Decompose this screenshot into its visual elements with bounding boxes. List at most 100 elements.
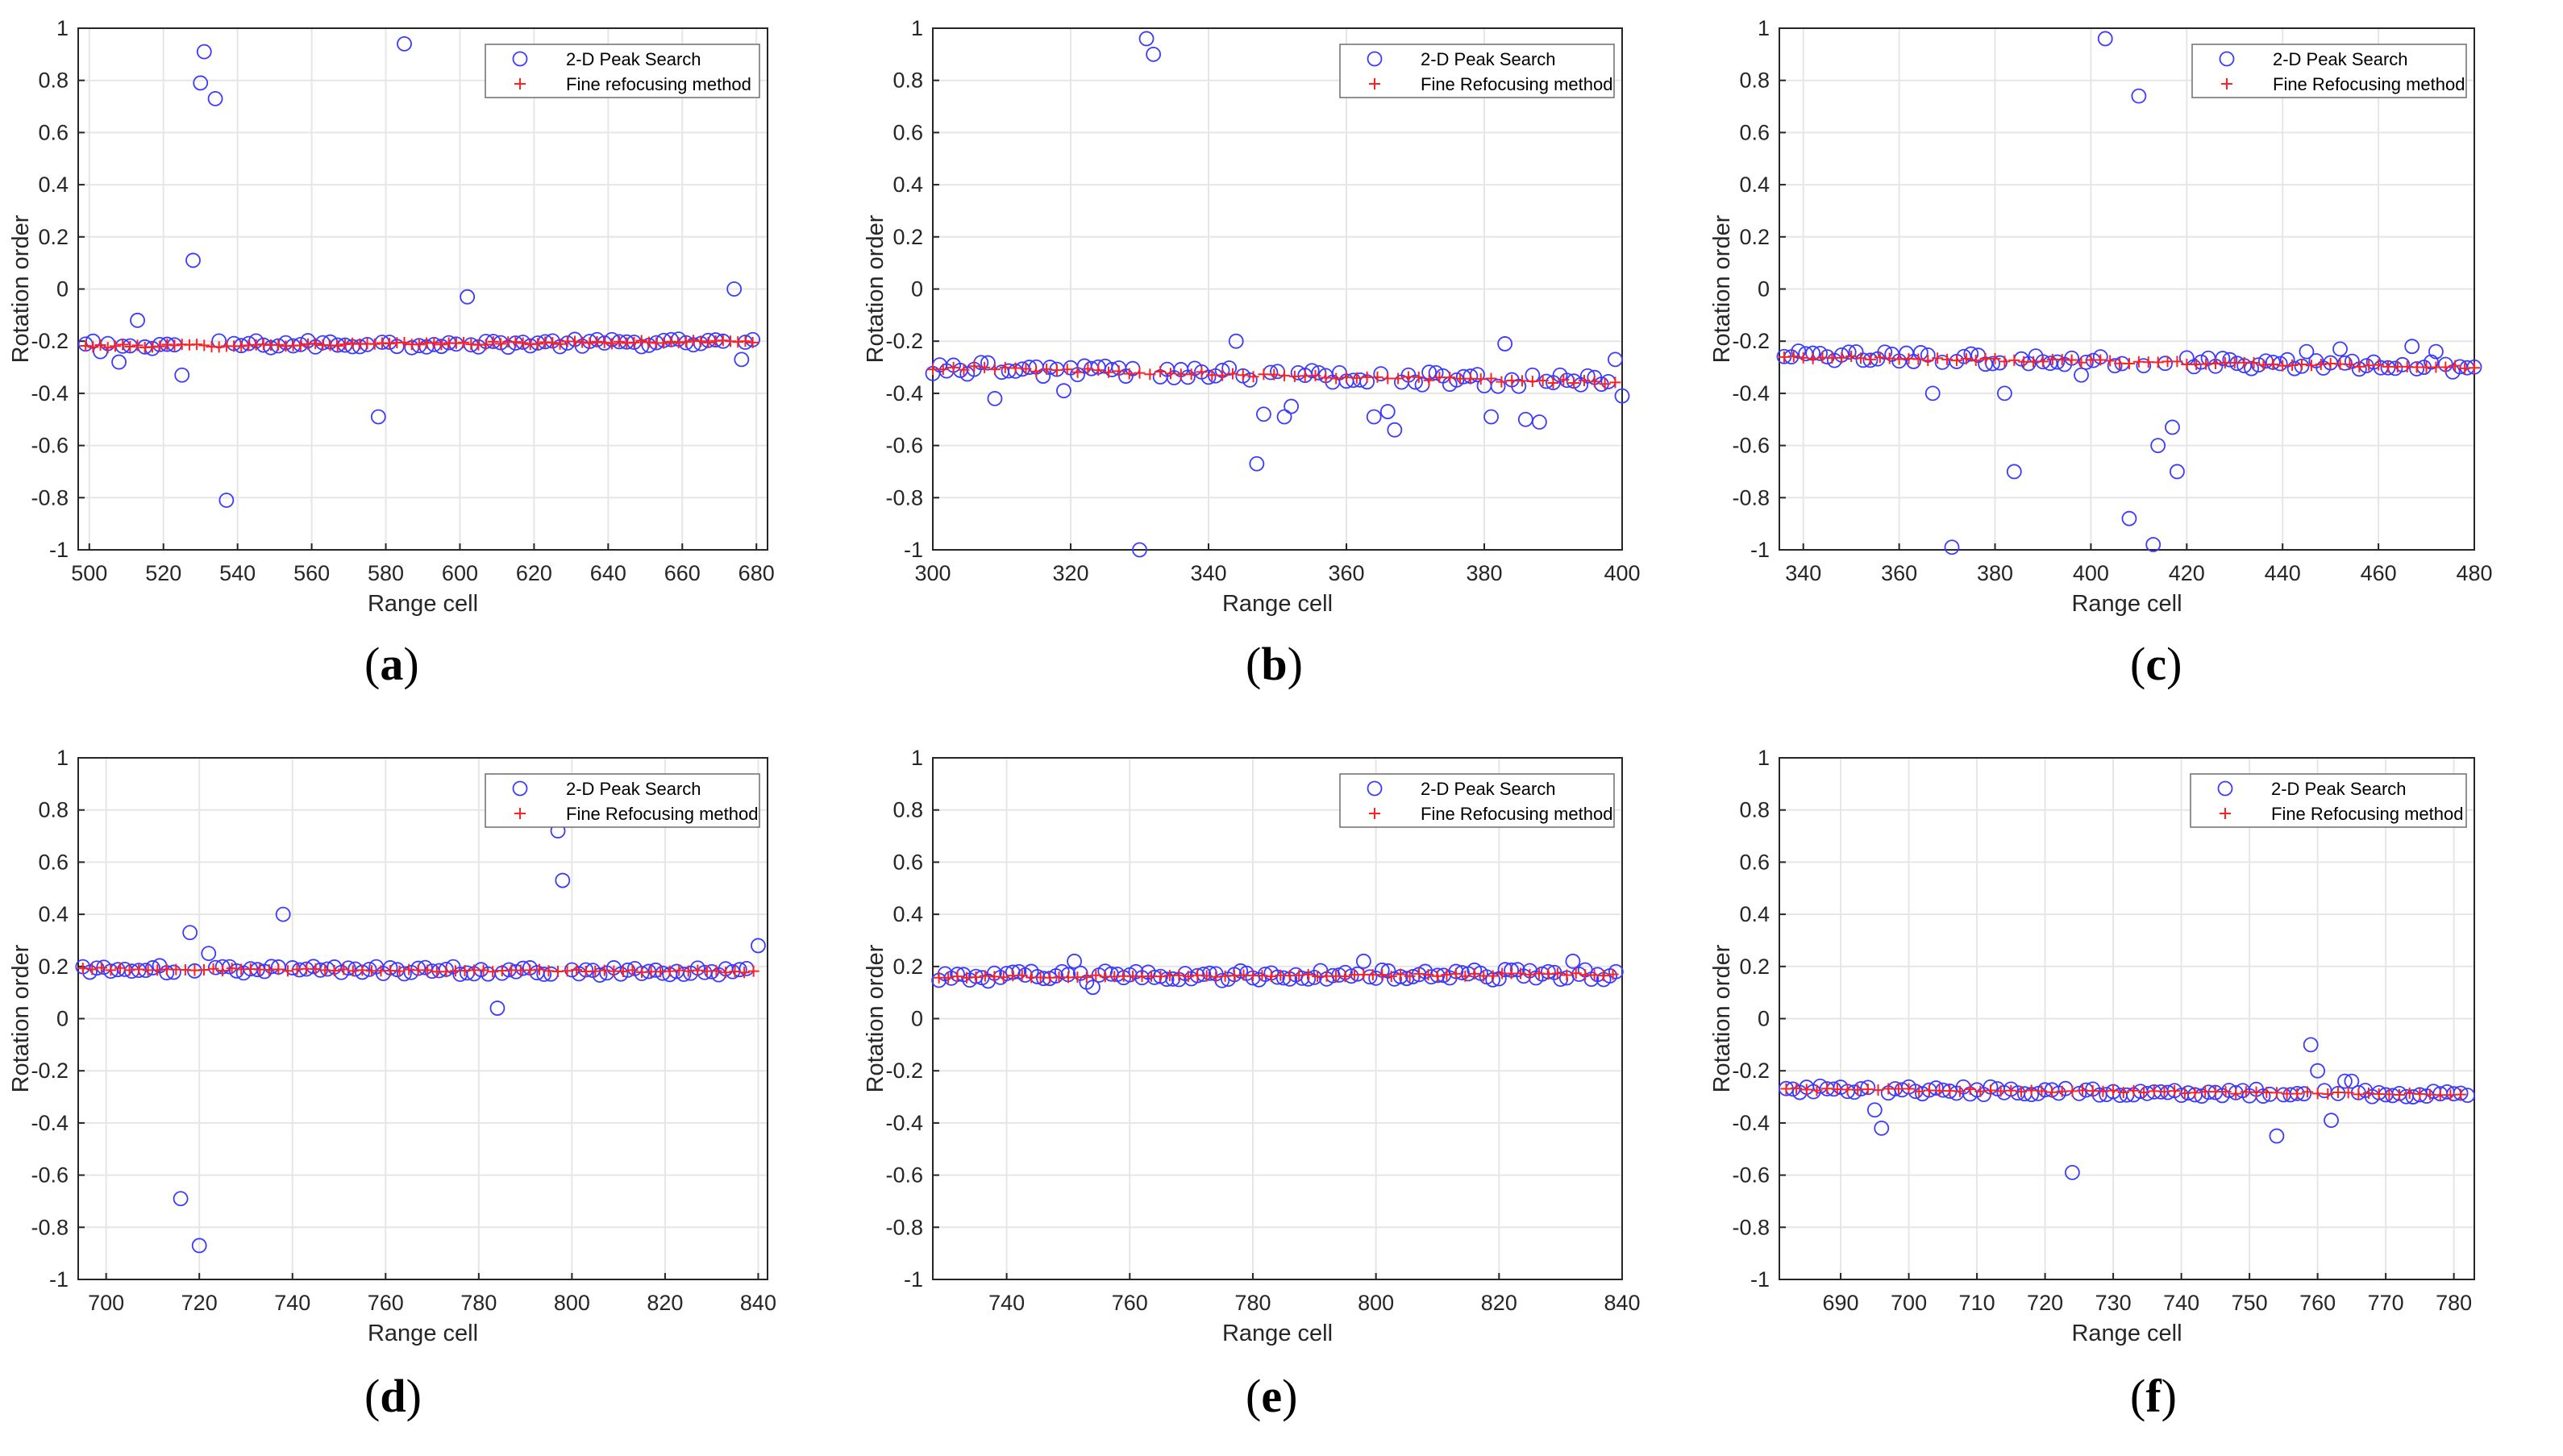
fine-refocus-point xyxy=(1247,371,1259,383)
fine-refocus-point xyxy=(1845,350,1858,362)
fine-refocus-point xyxy=(1807,352,1819,364)
fine-refocus-point xyxy=(2169,1085,2181,1097)
x-tick-label: 800 xyxy=(554,1291,590,1315)
y-tick-label: 0.4 xyxy=(1739,173,1770,197)
fine-refocus-point xyxy=(1395,968,1407,980)
fine-refocus-point xyxy=(2209,358,2221,370)
fine-refocus-point xyxy=(2132,356,2145,368)
x-axis-label: Range cell xyxy=(368,591,478,617)
fine-refocus-point xyxy=(1913,1085,1925,1097)
peak-search-point xyxy=(647,962,664,978)
fine-refocus-point xyxy=(2311,1088,2324,1100)
fine-refocus-point xyxy=(702,336,714,348)
fine-refocus-point xyxy=(2424,1088,2436,1100)
y-tick-label: 1 xyxy=(1758,746,1770,770)
fine-refocus-point xyxy=(1444,372,1456,384)
fine-refocus-point xyxy=(1526,376,1538,388)
fine-refocus-point xyxy=(1800,1084,1812,1096)
fine-refocus-point xyxy=(87,341,99,353)
legend-box xyxy=(1339,773,1615,828)
fine-refocus-point xyxy=(2005,1084,2017,1096)
peak-search-point xyxy=(734,352,750,368)
peak-search-point xyxy=(2428,343,2444,360)
peak-search-point xyxy=(1067,953,1082,969)
subplot-d: -1 -0.8 -0.6 -0.4 -0.2 0 0.2 0.4 0.6 0.8 1 700 720 74… xyxy=(8,746,776,1346)
fine-refocus-point xyxy=(1944,1085,1956,1097)
fine-refocus-point xyxy=(1376,969,1388,981)
fine-refocus-point xyxy=(626,964,639,976)
y-tick-label: 0 xyxy=(911,277,923,302)
peak-search-point xyxy=(1532,414,1547,430)
axes-frame xyxy=(1779,757,2475,1280)
fine-refocus-point xyxy=(273,963,285,976)
fine-refocus-point xyxy=(1791,1082,1803,1094)
peak-search-point xyxy=(173,1191,189,1207)
fine-refocus-point xyxy=(2056,354,2068,366)
y-tick-label: 0.4 xyxy=(892,902,923,926)
x-axis-label: Range cell xyxy=(368,1321,478,1346)
y-tick-label: 0.2 xyxy=(1739,225,1770,249)
x-tick-label: 840 xyxy=(740,1291,776,1315)
peak-search-point xyxy=(2165,419,2180,435)
y-tick-label: 0.8 xyxy=(38,69,69,93)
fine-refocus-point xyxy=(1922,355,1934,367)
x-tick-label: 690 xyxy=(1823,1291,1859,1315)
fine-refocus-point xyxy=(1797,352,1809,364)
fine-refocus-point xyxy=(1964,1084,1976,1096)
fine-refocus-point xyxy=(80,340,92,352)
peak-search-point xyxy=(1228,333,1244,349)
peak-search-point xyxy=(2324,1113,2339,1129)
x-tick-label: 360 xyxy=(1328,561,1364,585)
fine-refocus-point xyxy=(2324,358,2336,370)
x-tick-label: 740 xyxy=(274,1291,310,1315)
fine-refocus-point xyxy=(747,336,759,348)
fine-refocus-point xyxy=(2148,1085,2160,1097)
fine-refocus-point xyxy=(1339,971,1351,983)
peak-search-point xyxy=(987,390,1003,406)
peak-search-point xyxy=(2097,31,2113,47)
y-tick-label: 0 xyxy=(1758,277,1770,302)
y-tick-label: 0.6 xyxy=(892,850,923,874)
y-tick-label: 0.4 xyxy=(38,173,69,197)
fine-refocus-point xyxy=(584,337,596,349)
y-tick-label: 0 xyxy=(56,277,69,302)
fine-refocus-point xyxy=(1872,1084,1884,1096)
series-layer xyxy=(925,31,1630,558)
fine-refocus-point xyxy=(435,339,447,351)
subplot-f: -1 -0.8 -0.6 -0.4 -0.2 0 0.2 0.4 0.6 0.8 1 690 700 71… xyxy=(1709,746,2475,1346)
x-tick-label: 340 xyxy=(1785,561,1821,585)
y-tick-label: -0.4 xyxy=(1732,1111,1770,1135)
fine-refocus-point xyxy=(1831,1084,1843,1096)
peak-search-point xyxy=(196,44,212,60)
fine-refocus-point xyxy=(2219,357,2231,369)
fine-refocus-point xyxy=(2449,360,2461,372)
y-axis-label: Rotation order xyxy=(863,944,888,1092)
fine-refocus-point xyxy=(2087,1085,2099,1097)
fine-refocus-point xyxy=(1422,969,1434,981)
peak-search-point xyxy=(2424,354,2439,370)
fine-refocus-point xyxy=(2075,356,2087,368)
peak-search-point xyxy=(980,355,996,371)
fine-refocus-point xyxy=(1953,1085,1966,1097)
fine-refocus-point xyxy=(1299,370,1311,382)
peak-search-point xyxy=(1497,336,1513,352)
fine-refocus-point xyxy=(217,964,229,976)
peak-search-point xyxy=(1924,385,1941,401)
y-tick-label: -1 xyxy=(1750,538,1770,562)
fine-refocus-point xyxy=(2066,1085,2078,1097)
fine-refocus-point xyxy=(1475,373,1487,385)
peak-search-point xyxy=(1874,1120,1890,1136)
fine-refocus-point xyxy=(2104,355,2116,367)
peak-search-point xyxy=(1056,383,1071,399)
fine-refocus-point xyxy=(1852,1084,1864,1096)
x-tick-label: 740 xyxy=(2163,1291,2199,1315)
peak-search-point xyxy=(1379,404,1396,419)
fine-refocus-point xyxy=(2334,358,2346,370)
fine-refocus-point xyxy=(1173,969,1185,981)
peak-search-point xyxy=(1608,352,1623,368)
series-layer xyxy=(1779,1037,2475,1180)
fine-refocus-point xyxy=(2138,1087,2150,1099)
x-tick-label: 740 xyxy=(988,1291,1025,1315)
y-tick-label: 0.2 xyxy=(1739,955,1770,979)
fine-refocus-point xyxy=(1092,364,1105,376)
